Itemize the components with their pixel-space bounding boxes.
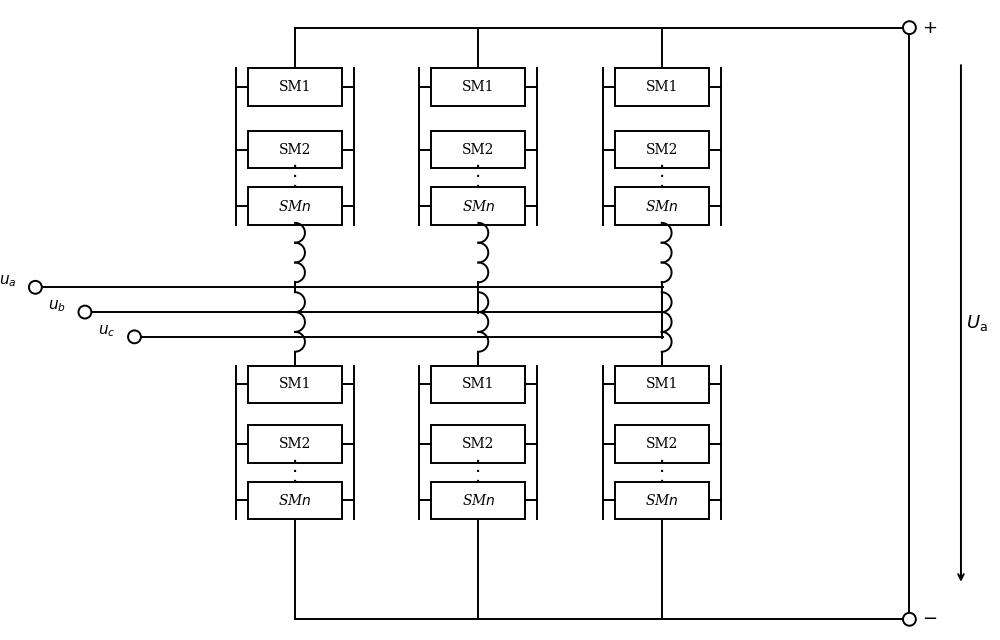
Text: ·: · (659, 178, 665, 197)
Bar (615, 481, 709, 519)
Text: SM1: SM1 (279, 80, 311, 94)
Text: SM2: SM2 (279, 437, 311, 451)
Text: SM2: SM2 (645, 437, 678, 451)
Circle shape (903, 21, 916, 34)
Text: SM2: SM2 (462, 437, 495, 451)
Circle shape (128, 330, 141, 343)
Text: SM$n$: SM$n$ (645, 493, 678, 508)
Text: ·: · (475, 463, 481, 482)
Bar (615, 131, 709, 168)
Bar (615, 68, 709, 106)
Bar (431, 68, 525, 106)
Circle shape (29, 281, 42, 294)
Bar (248, 365, 342, 403)
Bar (615, 425, 709, 463)
Text: ·: · (475, 168, 481, 188)
Bar (248, 131, 342, 168)
Text: SM1: SM1 (645, 80, 678, 94)
Bar (431, 425, 525, 463)
Text: SM$n$: SM$n$ (462, 198, 495, 214)
Bar (431, 131, 525, 168)
Text: SM2: SM2 (645, 143, 678, 157)
Text: SM$n$: SM$n$ (278, 198, 312, 214)
Text: ·: · (659, 452, 665, 472)
Text: ·: · (292, 472, 298, 492)
Bar (431, 481, 525, 519)
Text: +: + (922, 19, 937, 36)
Text: ·: · (292, 452, 298, 472)
Text: ·: · (475, 158, 481, 177)
Text: SM1: SM1 (645, 378, 678, 392)
Text: ·: · (475, 178, 481, 197)
Circle shape (903, 613, 916, 626)
Text: $u_c$: $u_c$ (98, 323, 115, 339)
Text: ·: · (475, 472, 481, 492)
Text: SM$n$: SM$n$ (462, 493, 495, 508)
Circle shape (78, 306, 91, 319)
Text: $u_a$: $u_a$ (0, 273, 16, 289)
Text: ·: · (659, 158, 665, 177)
Text: $U_\mathrm{a}$: $U_\mathrm{a}$ (966, 314, 988, 333)
Text: ·: · (292, 178, 298, 197)
Bar (248, 481, 342, 519)
Text: SM1: SM1 (462, 378, 495, 392)
Bar (248, 68, 342, 106)
Text: SM$n$: SM$n$ (645, 198, 678, 214)
Bar (431, 188, 525, 225)
Text: SM1: SM1 (279, 378, 311, 392)
Text: ·: · (292, 168, 298, 188)
Text: ·: · (475, 452, 481, 472)
Bar (615, 365, 709, 403)
Text: ·: · (292, 463, 298, 482)
Text: $u_b$: $u_b$ (48, 298, 66, 314)
Text: SM1: SM1 (462, 80, 495, 94)
Text: ·: · (659, 168, 665, 188)
Bar (248, 425, 342, 463)
Bar (615, 188, 709, 225)
Text: SM2: SM2 (462, 143, 495, 157)
Bar (248, 188, 342, 225)
Text: −: − (922, 611, 937, 628)
Text: SM2: SM2 (279, 143, 311, 157)
Text: ·: · (659, 463, 665, 482)
Text: ·: · (292, 158, 298, 177)
Text: SM$n$: SM$n$ (278, 493, 312, 508)
Text: ·: · (659, 472, 665, 492)
Bar (431, 365, 525, 403)
